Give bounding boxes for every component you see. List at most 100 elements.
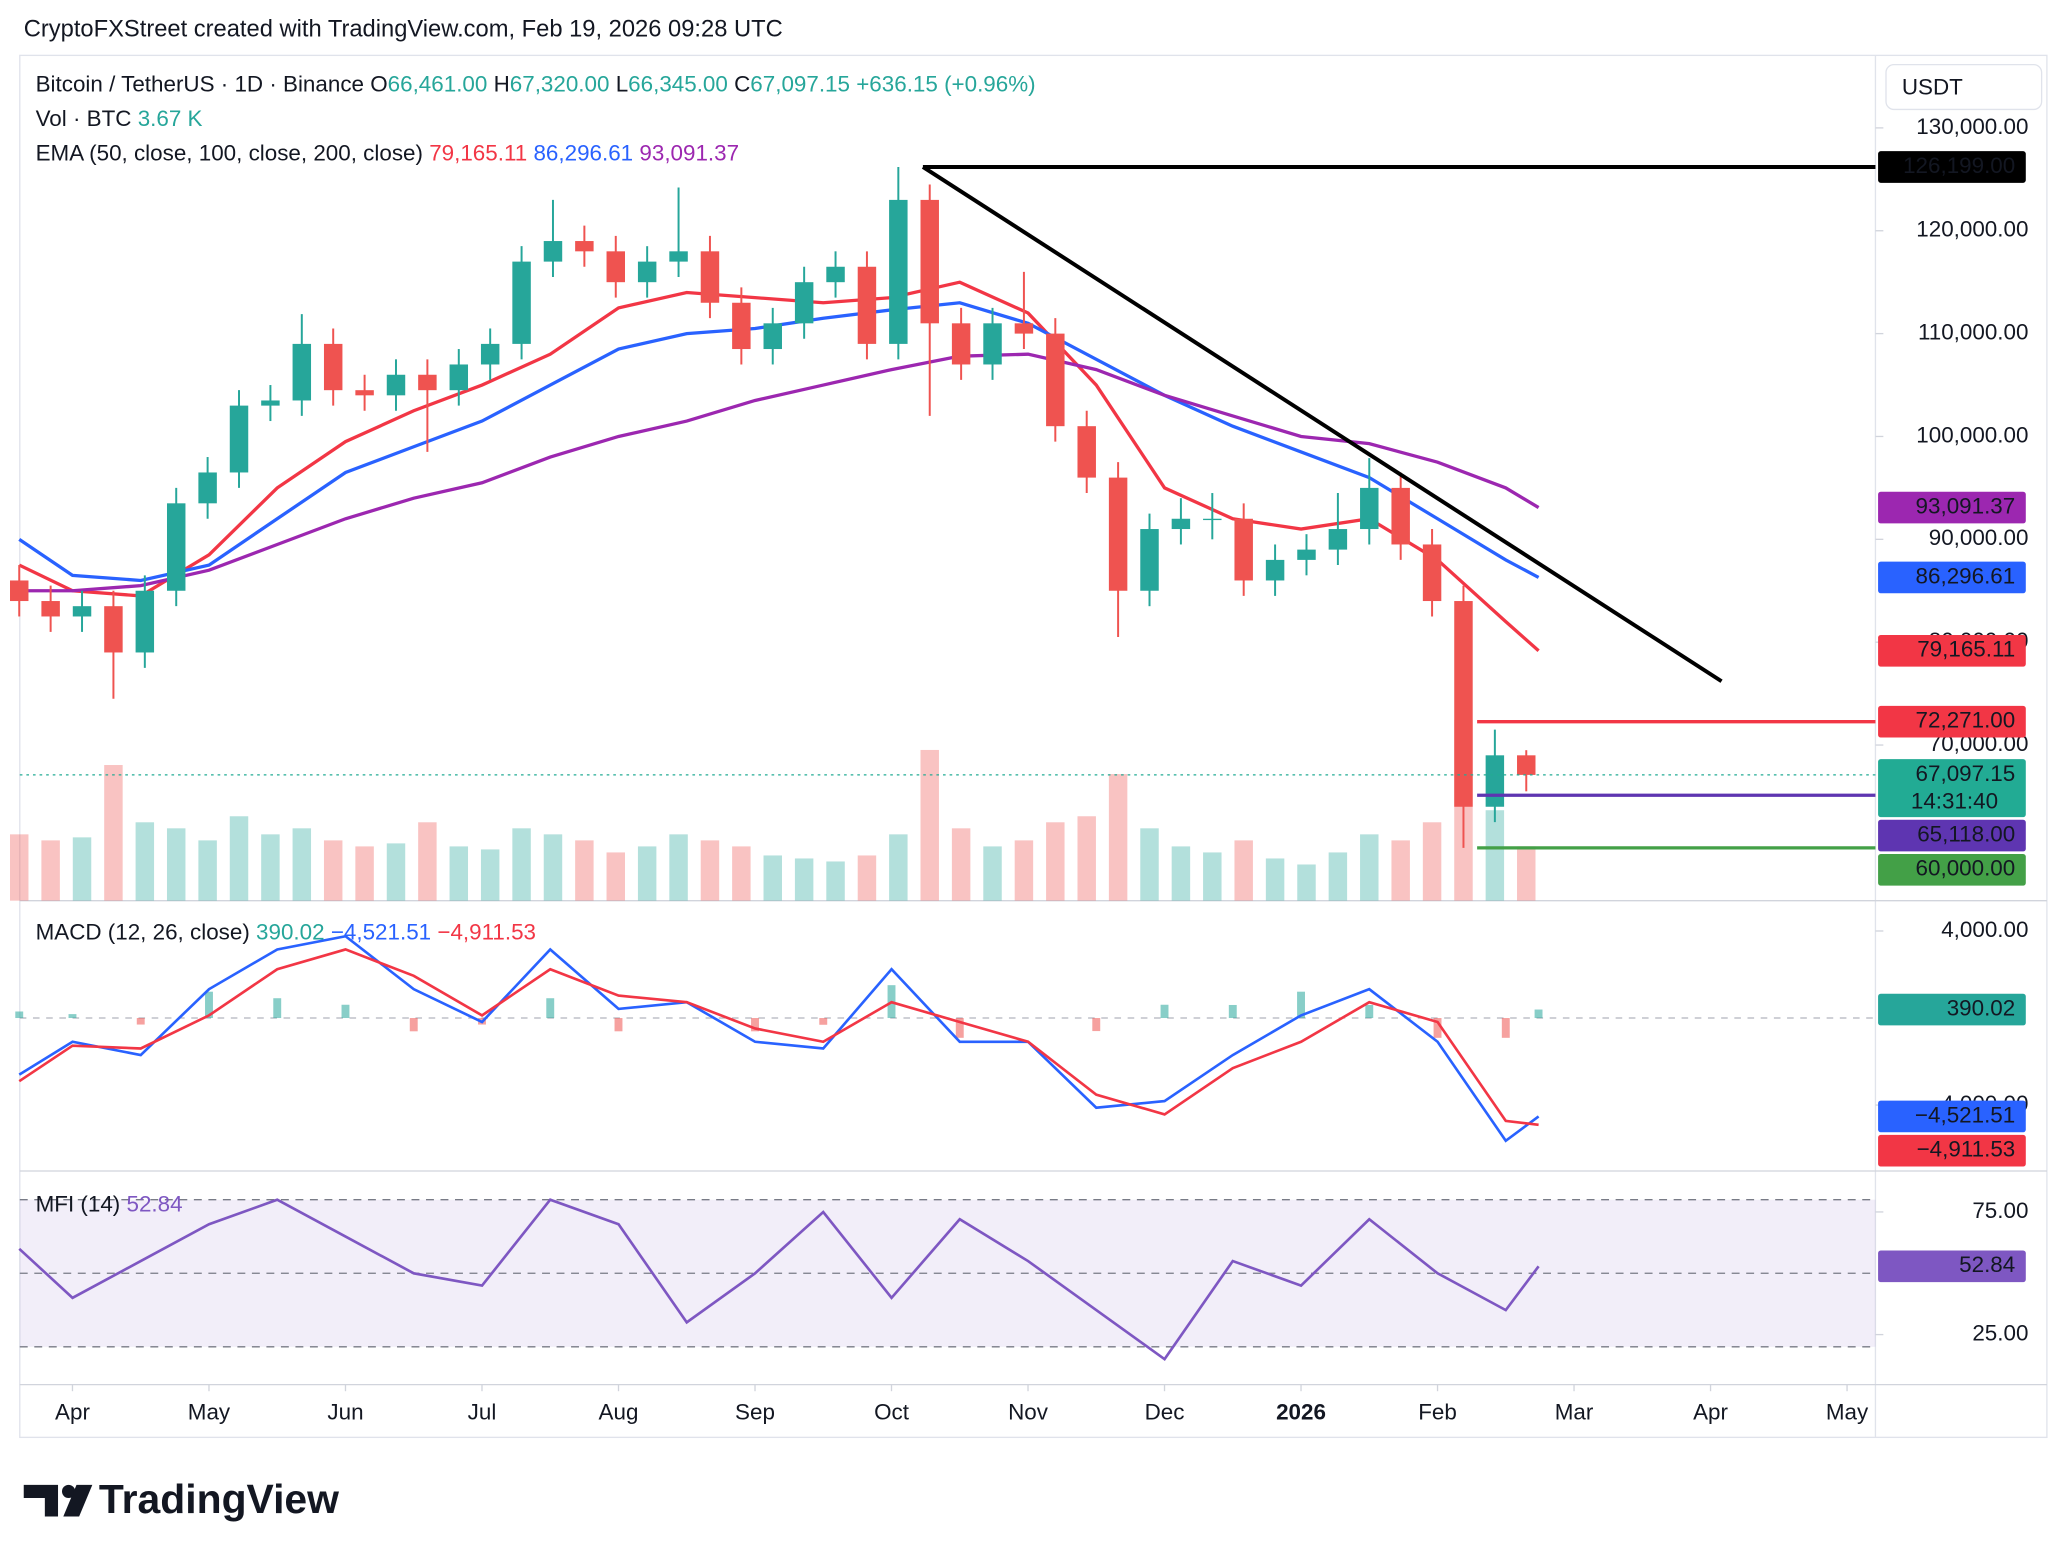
y-tick-label: 75.00: [1972, 1198, 2028, 1223]
plot-layer: 130,000.00 120,000.00 110,000.00 100,000.00…: [10, 114, 2028, 1425]
ema-legend: EMA (50, close, 100, close, 200, close) …: [36, 140, 739, 165]
ohlc-key: O: [370, 72, 387, 97]
ema-value: 86,296.61: [533, 140, 633, 165]
volume-bar: [386, 843, 406, 901]
volume-bar: [951, 828, 971, 901]
candle-body: [1046, 333, 1065, 427]
trendline: [921, 165, 1723, 683]
price-badge-label: 126,199.00: [1903, 153, 2015, 178]
volume-bar: [512, 828, 531, 901]
ohlc-key: C: [734, 72, 750, 97]
price-badge-label: −4,521.51: [1915, 1102, 2015, 1127]
histogram-bar: [1534, 1009, 1543, 1019]
histogram-bar: [751, 1018, 759, 1032]
x-tick-label: 2026: [1276, 1400, 1326, 1425]
price-badge: [1878, 491, 2026, 524]
volume-bar: [480, 849, 500, 901]
volume-bar: [1391, 840, 1410, 901]
x-tick-label: Apr: [1693, 1400, 1728, 1425]
candle-body: [700, 251, 720, 303]
candle-body: [449, 364, 469, 391]
price-badge: [1878, 1134, 2026, 1167]
volume-bar: [1171, 846, 1191, 901]
x-tick-label: Apr: [55, 1400, 90, 1425]
macd-legend: MACD (12, 26, close) 390.02 −4,521.51 −4…: [36, 920, 536, 945]
candle-body: [1203, 518, 1222, 521]
ohlc-value: 67,320.00: [510, 72, 610, 97]
price-badge: [1878, 1100, 2026, 1133]
histogram-bar: [136, 1018, 145, 1025]
y-tick-label: 100,000.00: [1916, 422, 2028, 447]
histogram-bar: [955, 1018, 964, 1038]
candle-body: [1171, 518, 1191, 530]
price-badge-label: 65,118.00: [1917, 821, 2015, 846]
volume-bar: [889, 834, 908, 901]
volume-bar: [229, 816, 249, 901]
volume-bar: [355, 846, 374, 901]
volume-bar: [292, 828, 312, 901]
ohlc-value: 66,345.00: [628, 72, 728, 97]
frame: [19, 54, 2048, 1439]
ema-line: [18, 301, 1540, 583]
candle-body: [732, 302, 751, 350]
candle-body: [1108, 477, 1128, 591]
ohlc-key: L: [616, 72, 628, 97]
volume-value: 3.67 K: [138, 106, 203, 131]
logo-shape: [63, 1484, 93, 1517]
currency-box: [1885, 63, 2043, 111]
volume-bar: [794, 858, 814, 901]
candle-body: [920, 199, 939, 324]
volume-bar: [261, 834, 280, 901]
candle-body: [1517, 755, 1536, 775]
histogram-bar: [1365, 1004, 1374, 1019]
volume-bar: [1014, 840, 1034, 901]
y-tick-label: 4,000.00: [1941, 917, 2028, 942]
histogram-bar: [1297, 991, 1305, 1019]
histogram-bar: [68, 1014, 77, 1019]
volume-bar: [418, 822, 437, 901]
macd-title: MACD (12, 26, close): [36, 920, 250, 945]
volume-bar: [1360, 834, 1379, 901]
volume-bar: [857, 855, 877, 901]
x-tick-label: Sep: [735, 1400, 775, 1425]
candle-body: [669, 251, 688, 262]
x-tick-label: Jun: [327, 1400, 363, 1425]
histogram-bar: [1160, 1004, 1169, 1019]
logo-shape: [61, 1484, 76, 1499]
x-tick-label: Nov: [1008, 1400, 1049, 1425]
candle-body: [637, 261, 657, 283]
candle-body: [512, 261, 531, 344]
histogram-bar: [819, 1018, 828, 1025]
y-tick-label: 25.00: [1972, 1321, 2028, 1346]
candle-body: [229, 405, 249, 473]
candle-body: [1234, 518, 1253, 581]
mfi-title: MFI (14): [36, 1191, 121, 1216]
candle-body: [10, 580, 29, 602]
histogram-bar: [205, 991, 213, 1019]
price-badge: [1878, 705, 2026, 738]
price-badge-label: −4,911.53: [1917, 1137, 2016, 1162]
candle-body: [1454, 601, 1473, 807]
volume-bar: [920, 749, 939, 901]
ema-line: [19, 352, 1540, 593]
ema-value: 93,091.37: [639, 140, 739, 165]
mfi-value: 52.84: [127, 1191, 183, 1216]
price-badge-label: 60,000.00: [1916, 856, 2016, 881]
histogram-bar: [546, 998, 555, 1019]
volume-bar: [1328, 852, 1348, 901]
histogram-bar: [614, 1018, 623, 1032]
volume-bar: [1297, 864, 1316, 901]
macd-line: [18, 948, 1539, 1127]
volume-bar: [135, 822, 155, 901]
candle-body: [480, 343, 500, 365]
candle-body: [983, 323, 1002, 365]
x-tick-label: Aug: [599, 1400, 639, 1425]
mfi-line: [18, 1198, 1540, 1362]
volume-bar: [1234, 840, 1253, 901]
volume-bar: [637, 846, 657, 901]
volume-bar: [669, 834, 688, 901]
histogram-bar: [273, 998, 282, 1019]
x-tick-label: Jul: [468, 1400, 497, 1425]
ohlc-value: 66,461.00: [388, 72, 488, 97]
